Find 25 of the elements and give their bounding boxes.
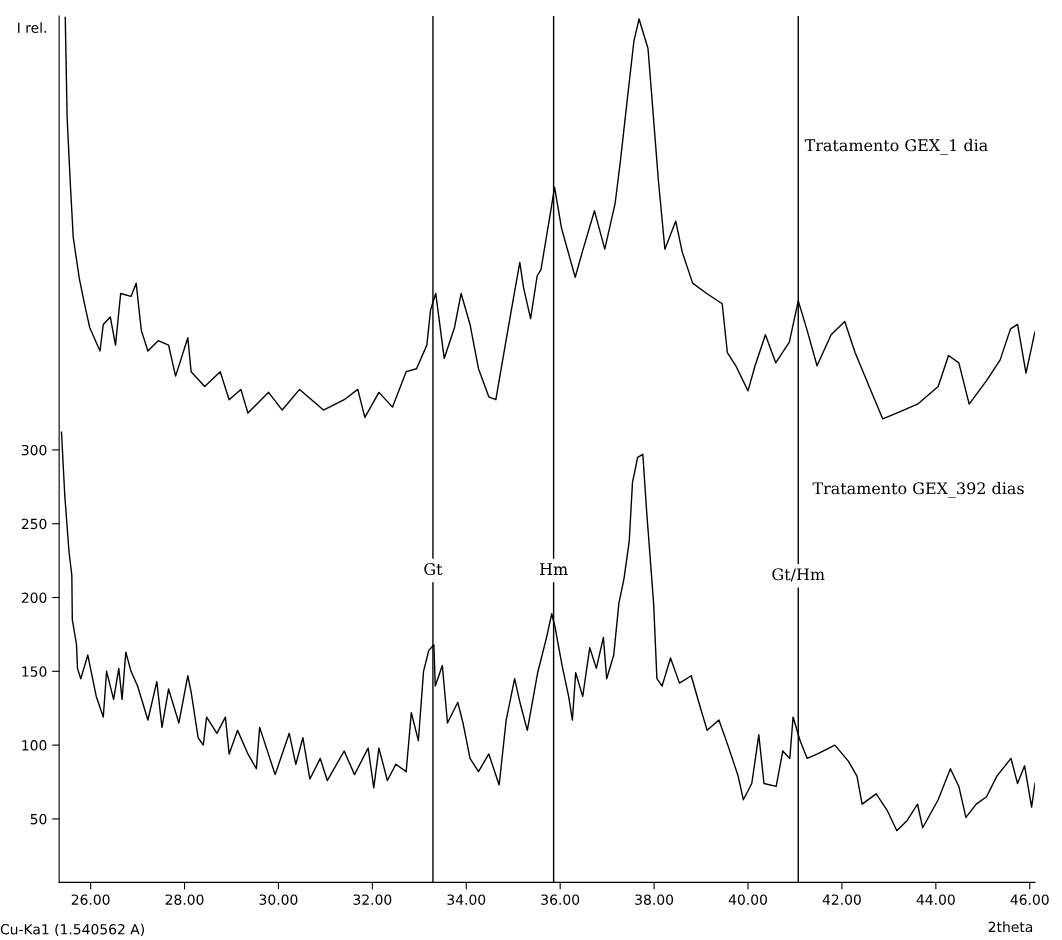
x-tick-label: 44.00	[916, 894, 955, 905]
y-tick-label: 50	[30, 813, 47, 825]
x-tick-label: 42.00	[822, 894, 861, 905]
x-tick-label: 40.00	[728, 894, 767, 905]
annotation: Tratamento GEX_1 dia	[804, 138, 988, 155]
x-tick-label: 26.00	[71, 894, 110, 905]
x-tick-label: 32.00	[353, 894, 392, 905]
y-axis-title: I rel.	[18, 22, 46, 34]
y-tick-label: 200	[21, 592, 47, 603]
x-tick-label: 30.00	[259, 894, 298, 905]
ref-line-label: Gt	[424, 563, 443, 576]
y-tick-label: 100	[22, 740, 47, 751]
y-tick-label: 300	[21, 444, 47, 456]
annotation: Tratamento GEX_392 dias	[812, 481, 1024, 498]
x-tick-label: 28.00	[165, 894, 204, 905]
text: Cu-Ka1 (1.540562 A)	[0, 923, 144, 937]
y-tick-label: 150	[22, 666, 47, 677]
x-tick-label: 46.00	[1010, 894, 1049, 905]
ref-line-label: Gt/Hm	[772, 568, 825, 582]
x-tick-label: 34.00	[447, 894, 486, 905]
x-tick-label: 36.00	[541, 894, 580, 905]
x-axis-title: 2theta	[988, 921, 1033, 933]
ref-line-label: Hm	[539, 563, 568, 575]
y-tick-label: 250	[21, 518, 47, 530]
x-tick-label: 38.00	[635, 894, 674, 905]
